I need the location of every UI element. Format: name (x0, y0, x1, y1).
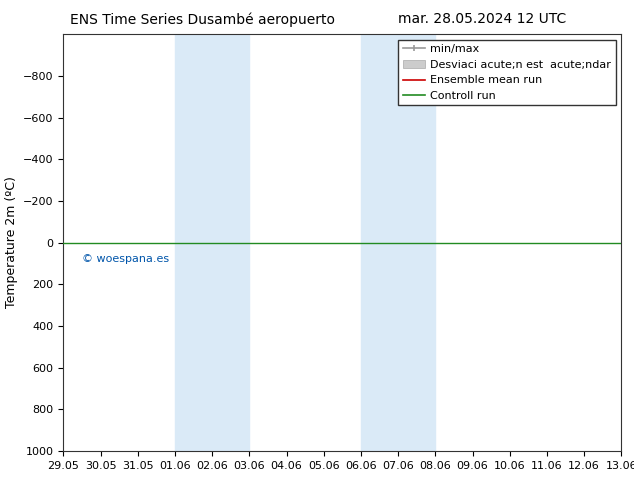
Y-axis label: Temperature 2m (ºC): Temperature 2m (ºC) (4, 176, 18, 309)
Text: mar. 28.05.2024 12 UTC: mar. 28.05.2024 12 UTC (398, 12, 566, 26)
Bar (361, 34, 436, 451)
Legend: min/max, Desviaci acute;n est  acute;ndar, Ensemble mean run, Controll run: min/max, Desviaci acute;n est acute;ndar… (398, 40, 616, 105)
Bar (175, 34, 249, 451)
Text: © woespana.es: © woespana.es (82, 254, 169, 264)
Text: ENS Time Series Dusambé aeropuerto: ENS Time Series Dusambé aeropuerto (70, 12, 335, 27)
